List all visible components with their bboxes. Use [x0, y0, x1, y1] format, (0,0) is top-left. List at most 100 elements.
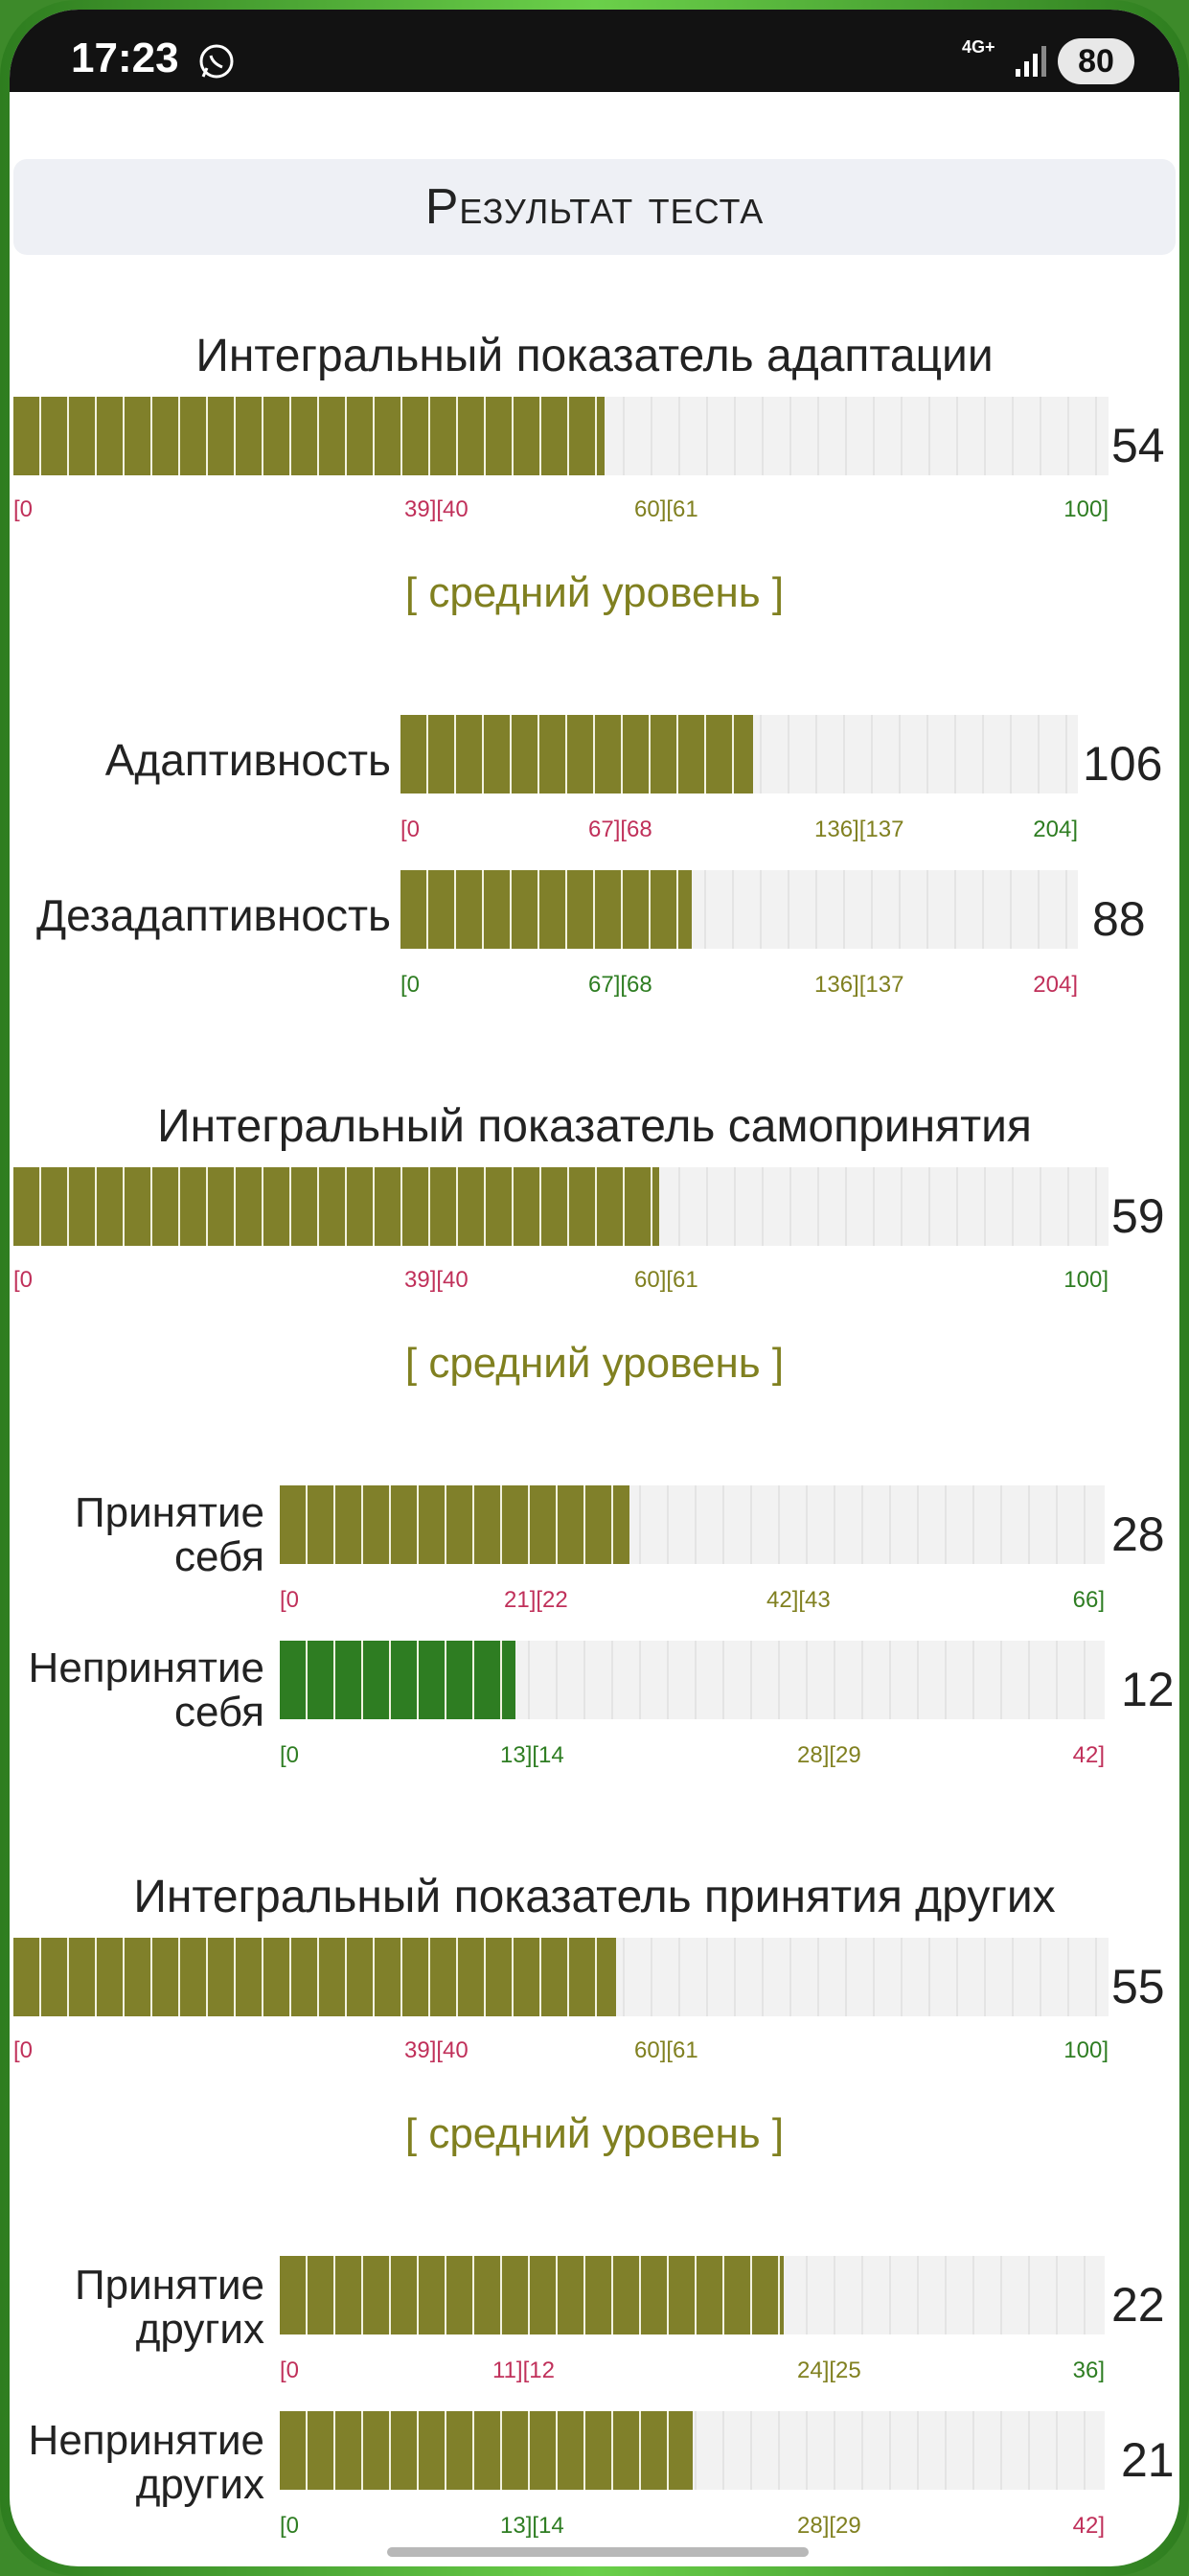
main-scale: [0 39][40 60][61 100] [13, 1267, 1109, 1296]
section-heading: Интегральный показатель самопринятия [157, 1101, 1032, 1152]
sub-value: 106 [1083, 737, 1163, 791]
scale-label: 42] [1072, 2513, 1105, 2539]
sub-label-line: Непринятие [28, 2417, 264, 2464]
sub-label-line: других [135, 2461, 264, 2508]
page-title: Результат теста [13, 159, 1176, 255]
sub-label-line: Принятие [75, 2262, 264, 2309]
main-bar-track [13, 1938, 1109, 2016]
sub-scale: [0 13][14 28][29 42] [280, 2513, 1105, 2542]
scale-label: 60][61 [634, 2037, 698, 2063]
signal-icon [1016, 46, 1046, 77]
sub-label: Принятие других [10, 2264, 264, 2352]
main-value: 54 [1111, 419, 1165, 472]
scale-label: 60][61 [634, 1267, 698, 1293]
scale-label: 66] [1072, 1587, 1105, 1613]
scale-label: 36] [1072, 2358, 1105, 2383]
level-text: [ средний уровень ] [404, 2110, 785, 2157]
scale-label: 13][14 [500, 2513, 564, 2539]
scale-label: [0 [13, 1267, 34, 1293]
sub-bar-track [400, 870, 1078, 949]
sub-scale: [0 67][68 136][137 204] [400, 972, 1078, 1000]
sub-value: 28 [1111, 1507, 1165, 1561]
main-scale: [0 39][40 60][61 100] [13, 2037, 1109, 2066]
scale-label: [0 [400, 816, 421, 842]
scale-label: 13][14 [500, 1742, 564, 1768]
sub-bar-track [280, 1641, 1105, 1719]
main-bar-fill [13, 1167, 660, 1246]
sub-scale: [0 67][68 136][137 204] [400, 816, 1078, 845]
sub-bar-track [280, 2256, 1105, 2334]
sub-bar-fill [400, 870, 692, 949]
scale-label: [0 [280, 2513, 300, 2539]
scale-label: [0 [400, 972, 421, 998]
sub-value: 21 [1121, 2433, 1175, 2487]
scale-label: 42] [1072, 1742, 1105, 1768]
section-heading: Интегральный показатель адаптации [195, 331, 994, 381]
sub-scale: [0 21][22 42][43 66] [280, 1587, 1105, 1616]
sub-label-line: других [135, 2306, 264, 2353]
sub-label-line: себя [173, 1533, 264, 1580]
main-scale: [0 39][40 60][61 100] [13, 496, 1109, 525]
scale-label: 204] [1033, 816, 1078, 842]
sub-value: 22 [1111, 2278, 1165, 2332]
sub-bar-fill [400, 715, 753, 794]
sub-scale: [0 13][14 28][29 42] [280, 1742, 1105, 1771]
scale-label: 100] [1063, 1267, 1109, 1293]
scale-label: 28][29 [797, 2513, 861, 2539]
scale-label: 39][40 [404, 1267, 469, 1293]
sub-label-line: Непринятие [28, 1644, 264, 1691]
level-text: [ средний уровень ] [404, 1340, 785, 1387]
status-time: 17:23 [71, 34, 179, 81]
scale-label: 100] [1063, 2037, 1109, 2063]
sub-scale: [0 11][12 24][25 36] [280, 2358, 1105, 2386]
main-value: 59 [1111, 1189, 1165, 1243]
scale-label: 24][25 [797, 2358, 861, 2383]
main-bar-fill [13, 1938, 616, 2016]
home-indicator[interactable] [387, 2547, 809, 2557]
scale-label: 28][29 [797, 1742, 861, 1768]
sub-label: Адаптивность [104, 735, 391, 785]
section-heading: Интегральный показатель принятия других [133, 1872, 1056, 1922]
scale-label: 67][68 [588, 816, 652, 842]
sub-value: 12 [1121, 1663, 1175, 1716]
main-bar-track [13, 1167, 1109, 1246]
scale-label: 42][43 [766, 1587, 831, 1613]
sub-bar-track [280, 1485, 1105, 1564]
level-text: [ средний уровень ] [404, 569, 785, 616]
scale-label: 67][68 [588, 972, 652, 998]
sub-label: Принятие себя [10, 1491, 264, 1579]
status-bar: 17:23 4G+ 80 [10, 10, 1179, 92]
battery-icon: 80 [1058, 38, 1134, 84]
sub-bar-track [400, 715, 1078, 794]
main-bar-fill [13, 397, 606, 475]
sub-bar-fill [280, 2256, 785, 2334]
sub-label: Непринятие других [10, 2419, 264, 2507]
scale-label: 136][137 [814, 972, 904, 998]
scale-label: 11][12 [492, 2358, 555, 2383]
sub-bar-fill [280, 1485, 630, 1564]
scale-label: [0 [280, 1742, 300, 1768]
sub-label-line: Принятие [75, 1489, 264, 1536]
scale-label: [0 [280, 2358, 300, 2383]
sub-value: 88 [1092, 892, 1146, 946]
scale-label: 39][40 [404, 496, 469, 522]
network-type: 4G+ [962, 37, 995, 57]
sub-bar-track [280, 2411, 1105, 2490]
screen: 17:23 4G+ 80 Результат теста Интегральны… [10, 10, 1179, 2566]
main-bar-track [13, 397, 1109, 475]
sub-label-line: себя [173, 1689, 264, 1736]
sub-label: Дезадаптивность [36, 890, 391, 940]
whatsapp-icon [199, 44, 234, 79]
scale-label: 39][40 [404, 2037, 469, 2063]
scale-label: [0 [13, 2037, 34, 2063]
sub-bar-fill [280, 2411, 693, 2490]
sub-bar-fill [280, 1641, 516, 1719]
scale-label: 204] [1033, 972, 1078, 998]
main-value: 55 [1111, 1960, 1165, 2013]
scale-label: 136][137 [814, 816, 904, 842]
scale-label: 60][61 [634, 496, 698, 522]
scale-label: 100] [1063, 496, 1109, 522]
sub-label: Непринятие себя [10, 1646, 264, 1735]
scale-label: [0 [13, 496, 34, 522]
scale-label: [0 [280, 1587, 300, 1613]
